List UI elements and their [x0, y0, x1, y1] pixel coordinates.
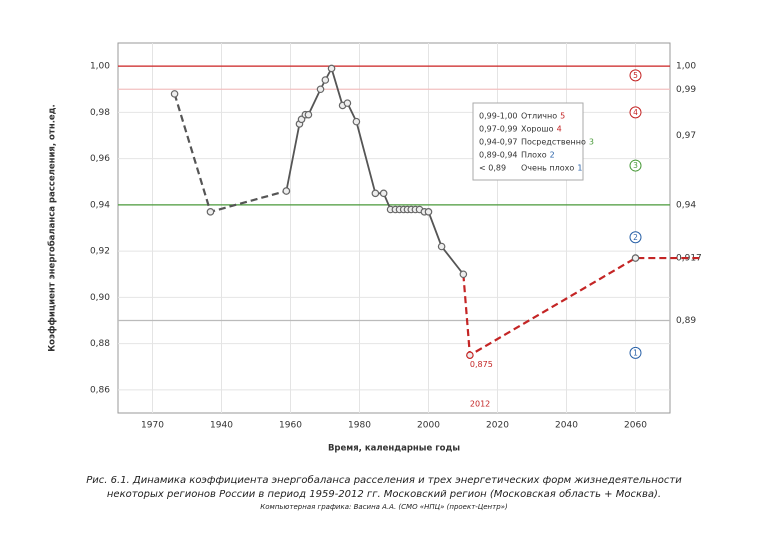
rating-label: 3 [633, 161, 638, 170]
legend-box [472, 102, 584, 181]
x-tick-label: 1940 [210, 421, 233, 431]
rating-circle [629, 159, 642, 172]
point [459, 270, 468, 279]
x-tick-label: 2000 [417, 421, 440, 431]
legend-grade: 1 [577, 164, 582, 173]
x-tick-label: 2020 [486, 421, 509, 431]
right-label: 0,917 [676, 254, 702, 264]
plot-area [117, 42, 671, 414]
legend-name: Посредственно [521, 138, 586, 147]
legend-grade: 2 [550, 151, 555, 160]
caption: Рис. 6.1. Динамика коэффициента энергоба… [86, 474, 682, 486]
point [424, 208, 433, 216]
x-axis-label: Время, календарные годы [328, 444, 460, 454]
caption: Компьютерная графика: Васина А.А. (СМО «… [260, 503, 508, 511]
legend-name: Отлично [521, 112, 557, 121]
x-tick-label: 1960 [279, 421, 302, 431]
annotation: 2012 [470, 399, 490, 408]
legend-name: Хорошо [521, 125, 554, 134]
y-tick-label: 0,92 [90, 247, 110, 257]
legend-name: Очень плохо [521, 164, 574, 173]
x-tick-label: 1970 [141, 421, 164, 431]
point [170, 90, 179, 98]
caption: некоторых регионов России в период 1959-… [107, 488, 661, 500]
legend-grade: 4 [557, 125, 562, 134]
right-label: 0,97 [676, 131, 696, 141]
right-label: 1,00 [676, 62, 696, 72]
x-tick-label: 2060 [624, 421, 647, 431]
legend-range: 0,89-0,94 [479, 151, 518, 160]
rating-circle [629, 106, 642, 119]
point [327, 64, 336, 73]
point [466, 351, 474, 359]
right-label: 0,89 [676, 316, 696, 326]
point [379, 189, 388, 198]
series-line [462, 256, 702, 358]
legend-grade: 3 [589, 138, 594, 147]
y-tick-label: 0,98 [90, 108, 110, 118]
y-tick-label: 0,86 [90, 385, 110, 395]
legend-range: 0,99-1,00 [479, 112, 518, 121]
point [437, 242, 446, 251]
legend-range: 0,94-0,97 [479, 138, 518, 147]
legend-name: Плохо [521, 151, 547, 160]
y-tick-label: 0,88 [90, 339, 110, 349]
x-tick-label: 1980 [348, 421, 371, 431]
y-tick-label: 1,00 [90, 62, 110, 72]
right-label: 0,94 [676, 200, 696, 210]
point [321, 76, 330, 84]
rating-circle [629, 69, 642, 82]
legend-range: 0,97-0,99 [479, 125, 518, 134]
right-label: 0,99 [676, 85, 696, 95]
y-tick-label: 0,96 [90, 154, 110, 164]
point [282, 187, 291, 195]
point [316, 85, 325, 94]
rating-circle [629, 231, 642, 244]
legend-grade: 5 [560, 112, 565, 121]
x-tick-label: 2040 [555, 421, 578, 431]
y-axis-label: Коэффициент энергобаланса расселения, от… [47, 104, 58, 352]
point [371, 189, 380, 198]
legend-range: < 0,89 [479, 164, 506, 173]
point [631, 254, 640, 262]
point [343, 99, 352, 107]
y-tick-label: 0,94 [90, 200, 110, 210]
point [304, 110, 313, 119]
rating-label: 5 [633, 71, 638, 80]
rating-label: 1 [633, 348, 638, 357]
y-tick-label: 0,90 [90, 293, 110, 303]
rating-label: 2 [633, 233, 638, 242]
point [206, 208, 215, 216]
annotation: 0,875 [470, 360, 493, 369]
point [352, 117, 361, 126]
rating-label: 4 [633, 108, 638, 117]
rating-circle [629, 346, 642, 359]
